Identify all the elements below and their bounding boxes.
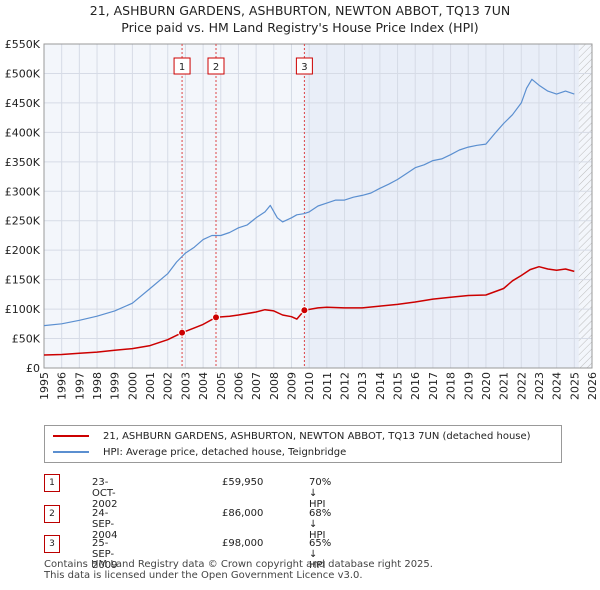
- x-tick-label: 1995: [38, 372, 51, 400]
- x-tick-label: 2025: [568, 372, 581, 400]
- x-tick-label: 2005: [215, 372, 228, 400]
- x-tick-label: 1999: [109, 372, 122, 400]
- y-tick-label: £300K: [5, 185, 41, 198]
- sale-marker-box: [207, 57, 225, 75]
- y-tick-label: £350K: [5, 156, 41, 169]
- sale-point: [178, 328, 187, 337]
- series-line-hpi: [43, 78, 575, 327]
- x-tick-label: 2015: [392, 372, 405, 400]
- y-tick-label: £250K: [5, 215, 41, 228]
- x-tick-label: 2001: [144, 372, 157, 400]
- y-tick-label: £500K: [5, 67, 41, 80]
- x-tick-label: 2007: [250, 372, 263, 400]
- x-tick-label: 2004: [197, 372, 210, 400]
- x-tick-label: 2016: [409, 372, 422, 400]
- x-tick-label: 2010: [303, 372, 316, 400]
- sale-marker-box: [295, 57, 313, 75]
- legend-swatch-property: [53, 435, 89, 437]
- sale-marker-label: 2: [213, 62, 219, 73]
- chart-title: 21, ASHBURN GARDENS, ASHBURTON, NEWTON A…: [89, 3, 511, 18]
- x-tick-label: 2023: [533, 372, 546, 400]
- y-tick-label: £100K: [5, 303, 41, 316]
- x-tick-label: 2017: [427, 372, 440, 400]
- transaction-price: £59,950: [222, 477, 264, 488]
- legend-entry-property: 21, ASHBURN GARDENS, ASHBURTON, NEWTON A…: [53, 428, 531, 444]
- y-tick-label: £150K: [5, 274, 41, 287]
- y-tick-label: £0: [26, 362, 40, 375]
- legend-label-hpi: HPI: Average price, detached house, Teig…: [103, 446, 347, 458]
- transaction-hpi-diff: 70% ↓ HPI: [309, 477, 332, 510]
- x-tick-label: 2022: [515, 372, 528, 400]
- x-tick-label: 2008: [268, 372, 281, 400]
- transaction-date: 25-SEP-2009: [92, 538, 118, 571]
- chart-title-block: 21, ASHBURN GARDENS, ASHBURTON, NEWTON A…: [0, 2, 600, 36]
- x-tick-label: 2024: [551, 372, 564, 400]
- transaction-hpi-diff: 65% ↓ HPI: [309, 538, 332, 571]
- x-tick-label: 2018: [445, 372, 458, 400]
- legend-swatch-hpi: [53, 451, 89, 453]
- x-tick-label: 2026: [586, 372, 599, 400]
- footer-attribution: Contains HM Land Registry data © Crown c…: [44, 559, 433, 581]
- x-tick-label: 1996: [56, 372, 69, 400]
- legend-label-property: 21, ASHBURN GARDENS, ASHBURTON, NEWTON A…: [103, 430, 531, 442]
- x-tick-label: 2013: [356, 372, 369, 400]
- sale-point: [300, 306, 309, 315]
- transaction-date: 24-SEP-2004: [92, 508, 118, 541]
- x-tick-label: 2003: [179, 372, 192, 400]
- transaction-number: 3: [44, 535, 60, 553]
- x-tick-label: 2000: [126, 372, 139, 400]
- x-tick-label: 2019: [462, 372, 475, 400]
- sale-marker-box: [173, 57, 191, 75]
- transaction-hpi-diff: 68% ↓ HPI: [309, 508, 332, 541]
- x-tick-label: 2006: [232, 372, 245, 400]
- transaction-number: 1: [44, 474, 60, 492]
- footer-line-2: This data is licensed under the Open Gov…: [44, 570, 363, 581]
- y-tick-label: £450K: [5, 97, 41, 110]
- price-chart: £0 £50K £100K £150K £200K £250K £300K £350K £400…: [5, 38, 599, 400]
- transaction-date: 23-OCT-2002: [92, 477, 118, 510]
- legend-entry-hpi: HPI: Average price, detached house, Teig…: [53, 444, 346, 460]
- chart-legend: 21, ASHBURN GARDENS, ASHBURTON, NEWTON A…: [44, 425, 562, 463]
- transaction-price: £98,000: [222, 538, 264, 549]
- x-tick-label: 2012: [339, 372, 352, 400]
- x-tick-label: 2021: [498, 372, 511, 400]
- x-tick-label: 2002: [162, 372, 175, 400]
- sale-marker-label: 3: [301, 62, 307, 73]
- chart-subtitle: Price paid vs. HM Land Registry's House …: [121, 20, 479, 35]
- y-tick-label: £400K: [5, 126, 41, 139]
- y-tick-label: £550K: [5, 38, 41, 51]
- sale-point: [212, 313, 221, 322]
- transaction-number: 2: [44, 505, 60, 523]
- forecast-hatch-region: [578, 44, 592, 368]
- y-tick-label: £50K: [12, 333, 41, 346]
- x-tick-label: 2011: [321, 372, 334, 400]
- x-tick-label: 2009: [285, 372, 298, 400]
- plot-border: [43, 43, 593, 369]
- transaction-price: £86,000: [222, 508, 264, 519]
- x-tick-label: 2014: [374, 372, 387, 400]
- post-sale-region: [304, 44, 579, 368]
- y-tick-label: £200K: [5, 244, 41, 257]
- x-tick-label: 1998: [91, 372, 104, 400]
- x-tick-label: 2020: [480, 372, 493, 400]
- x-tick-label: 1997: [73, 372, 86, 400]
- footer-line-1: Contains HM Land Registry data © Crown c…: [44, 559, 433, 570]
- sale-marker-label: 1: [179, 62, 185, 73]
